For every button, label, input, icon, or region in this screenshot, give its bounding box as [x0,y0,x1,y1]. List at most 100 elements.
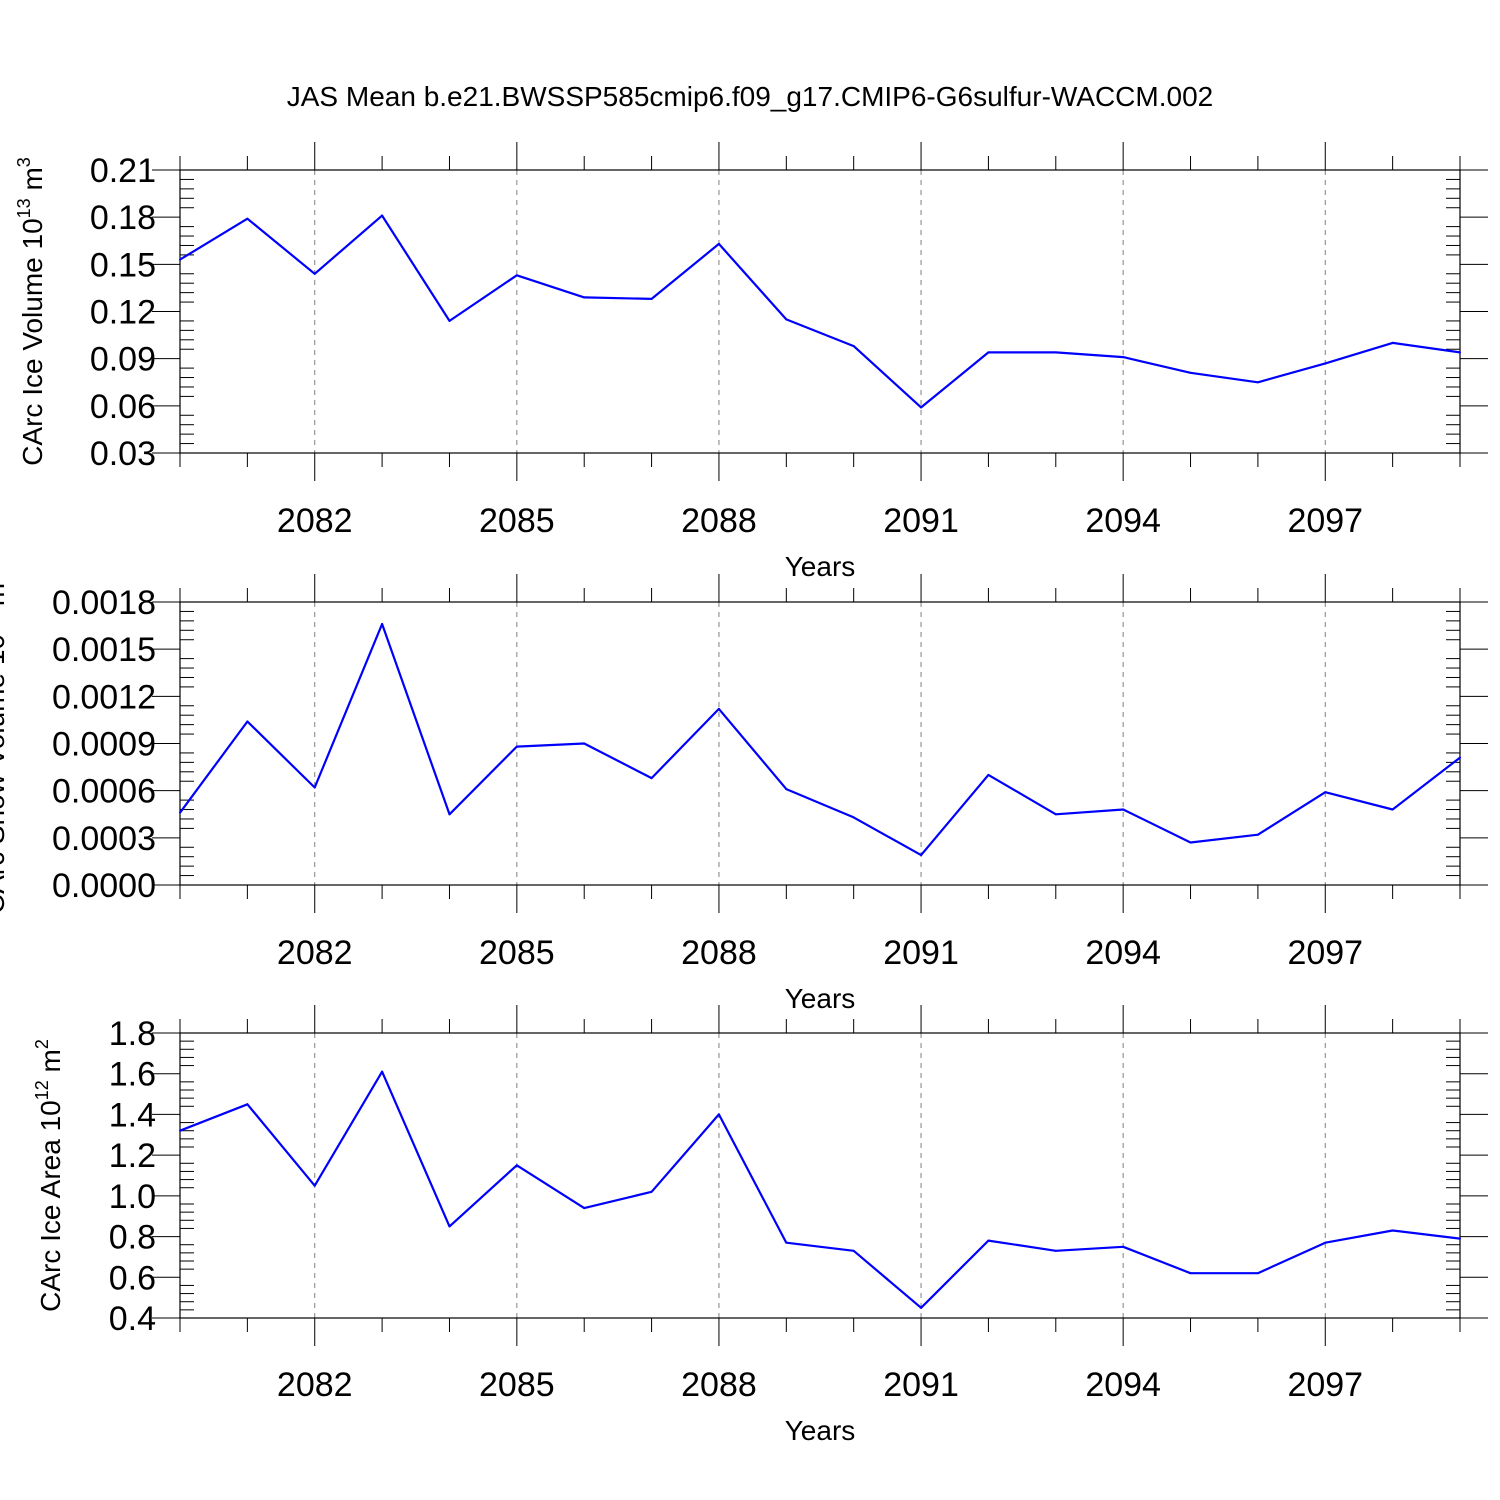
series-line [179,622,1461,857]
y-axis-label-unit: m [35,1049,66,1080]
data-point [246,217,249,220]
data-point [246,1103,249,1106]
y-tick-label: 0.15 [90,246,156,284]
y-tick-label: 1.0 [109,1178,156,1216]
chart-panels: 0.21 0.18 0.15 0.12 0.09 0.06 0.03 2082 2085 2088… [0,142,1488,1446]
data-point [1122,808,1125,811]
chart-panel-1: 0.21 0.18 0.15 0.12 0.09 0.06 0.03 2082 2085 2088… [14,142,1488,582]
y-tick-label: 1.4 [109,1096,156,1134]
x-tick-label: 2094 [1085,502,1161,540]
data-point [313,786,316,789]
data-point [852,345,855,348]
data-point [1256,381,1259,384]
data-point [515,274,518,277]
y-axis-label-exponent: 13 [14,198,34,218]
data-point [1054,1249,1057,1252]
y-tick-label: 0.06 [90,388,156,426]
y-tick-label: 0.21 [90,152,156,190]
data-point [785,788,788,791]
data-point [717,707,720,710]
y-axis-label: CArc Ice Area 1012 m2 [32,1039,66,1312]
data-point [1324,791,1327,794]
x-axis-label: Years [785,551,856,582]
y-tick-label: 0.09 [90,341,156,379]
x-tick-label: 2091 [883,502,959,540]
data-point [381,1070,384,1073]
x-tick-label: 2091 [883,1366,959,1404]
data-point [448,1225,451,1228]
data-point [1391,808,1394,811]
data-point [1189,371,1192,374]
y-axis-label-text: CArc Ice Area 10 [35,1100,66,1312]
data-point [1391,1229,1394,1232]
data-point [920,1306,923,1309]
y-tick-label: 0.0006 [52,773,156,811]
data-point [650,777,653,780]
y-tick-label: 0.0003 [52,820,156,858]
data-point [1256,1272,1259,1275]
x-tick-label: 2088 [681,934,757,972]
x-tick-label: 2088 [681,502,757,540]
series-line [179,1070,1461,1309]
y-axis-label-unit-power: 3 [14,157,34,167]
chart-panel-2: 0.0018 0.0015 0.0012 0.0009 0.0006 0.0003 0.00… [0,573,1488,1014]
y-axis-label: CArc Snow Volume 1013 m3 [0,573,10,914]
data-point [920,854,923,857]
data-point [1189,1272,1192,1275]
data-point [583,296,586,299]
y-tick-label: 1.6 [109,1056,156,1094]
data-point [1391,341,1394,344]
data-point [1122,1245,1125,1248]
x-tick-label: 2082 [277,502,353,540]
data-point [650,297,653,300]
data-point [1324,362,1327,365]
data-point [583,742,586,745]
y-tick-label: 1.8 [109,1015,156,1053]
data-point [717,242,720,245]
y-tick-label: 0.0012 [52,678,156,716]
data-point [1256,833,1259,836]
x-tick-label: 2091 [883,934,959,972]
data-point [1459,1237,1461,1240]
y-axis-label-unit: m [17,167,48,198]
y-axis-label-text: CArc Snow Volume 10 [0,634,10,914]
data-point [1189,841,1192,844]
data-point [313,272,316,275]
data-point [717,1113,720,1116]
data-point [987,773,990,776]
data-point [1054,813,1057,816]
y-tick-label: 0.0015 [52,631,156,669]
data-point [987,1239,990,1242]
y-tick-label: 0.8 [109,1219,156,1257]
y-tick-label: 0.0018 [52,584,156,622]
data-point [179,811,181,814]
data-point [381,623,384,626]
series-line [179,214,1461,409]
x-tick-label: 2097 [1287,1366,1363,1404]
chart-panel-3: 1.81.61.41.21.00.80.60.4 2082 2085 2088 2091… [32,1005,1488,1446]
y-tick-label: 0.0000 [52,867,156,905]
y-tick-label: 0.4 [109,1300,156,1338]
x-tick-label: 2085 [479,1366,555,1404]
plot-frame [179,1032,1461,1319]
data-point [179,1129,181,1132]
data-point [246,720,249,723]
figure-title: JAS Mean b.e21.BWSSP585cmip6.f09_g17.CMI… [287,81,1213,112]
y-tick-label: 0.0009 [52,726,156,764]
data-point [1459,756,1461,759]
y-axis-label-unit-power: 2 [32,1039,52,1049]
data-point [1459,351,1461,354]
data-point [1122,356,1125,359]
y-tick-label: 0.03 [90,435,156,473]
data-point [448,319,451,322]
x-tick-label: 2085 [479,502,555,540]
data-point [852,816,855,819]
x-tick-label: 2097 [1287,934,1363,972]
data-point [381,214,384,217]
x-tick-label: 2088 [681,1366,757,1404]
x-axis-label: Years [785,983,856,1014]
x-tick-label: 2082 [277,934,353,972]
data-point [785,1241,788,1244]
